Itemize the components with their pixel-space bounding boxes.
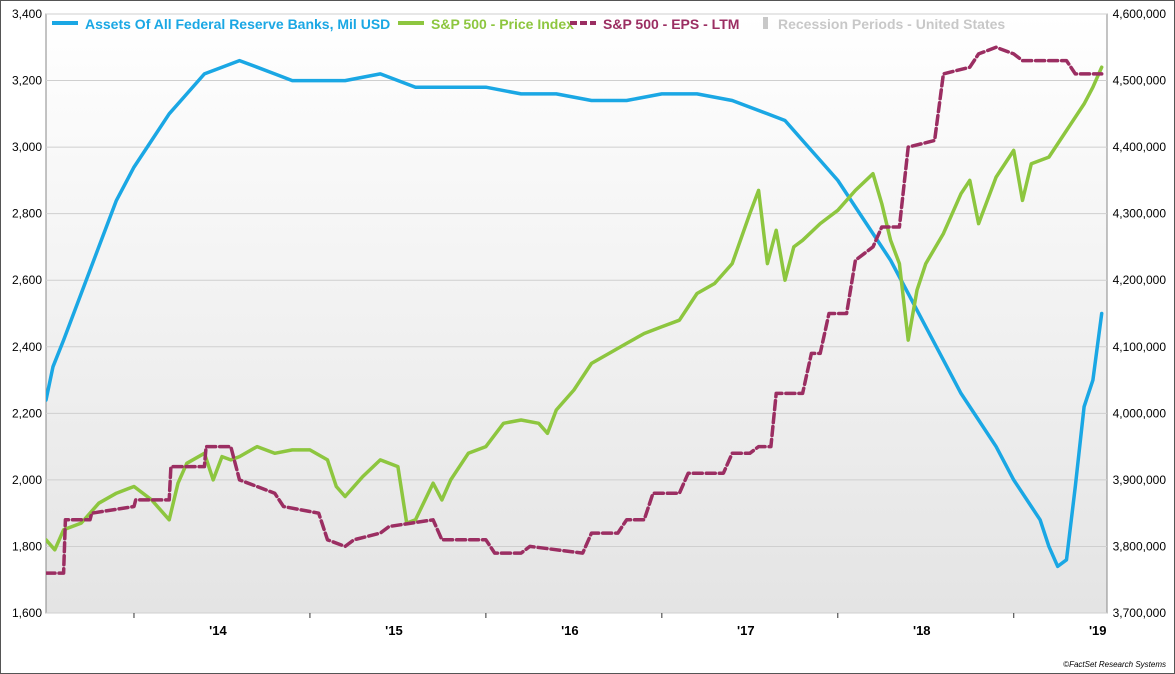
legend-label: S&P 500 - Price Index: [431, 16, 574, 32]
y-left-tick-label: 3,000: [12, 140, 42, 154]
series-line-0: [46, 58, 1104, 569]
x-tick-label: '16: [561, 623, 579, 638]
y-right-tick-label: 4,200,000: [1113, 273, 1167, 287]
y-right-tick-label: 4,100,000: [1113, 340, 1167, 354]
source-credit: ©FactSet Research Systems: [1063, 660, 1166, 669]
y-left-tick-label: 2,600: [12, 273, 42, 287]
x-tick-label: '19: [1089, 623, 1107, 638]
series-group: [46, 45, 1104, 575]
series-line-1: [46, 65, 1104, 552]
y-right-tick-label: 3,900,000: [1113, 473, 1167, 487]
legend-swatch: [763, 17, 768, 29]
legend-label: Assets Of All Federal Reserve Banks, Mil…: [85, 16, 390, 32]
x-tick-label: '18: [913, 623, 931, 638]
y-left-tick-label: 1,600: [12, 606, 42, 620]
plot-area: [45, 13, 1108, 614]
y-right-tick-label: 3,800,000: [1113, 539, 1167, 553]
legend: Assets Of All Federal Reserve Banks, Mil…: [52, 16, 1005, 32]
y-right-tick-label: 4,600,000: [1113, 7, 1167, 21]
y-right-tick-label: 4,500,000: [1113, 74, 1167, 88]
x-tick-label: '17: [737, 623, 755, 638]
y-left-tick-label: 2,400: [12, 340, 42, 354]
y-left-tick-label: 1,800: [12, 539, 42, 553]
y-right-tick-label: 4,000,000: [1113, 406, 1167, 420]
x-tick-label: '14: [209, 623, 227, 638]
y-left-tick-label: 3,400: [12, 7, 42, 21]
x-axis: '14 '15 '16 '17 '18 '19: [133, 613, 1107, 638]
y-left-tick-label: 2,200: [12, 406, 42, 420]
y-right-tick-label: 4,300,000: [1113, 207, 1167, 221]
y-right-tick-label: 4,400,000: [1113, 140, 1167, 154]
y-axis-right: 3,700,000 3,800,000 3,900,000 4,000,000 4,10…: [1113, 7, 1167, 620]
y-right-tick-label: 3,700,000: [1113, 606, 1167, 620]
series-line-2: [46, 45, 1104, 575]
legend-label: Recession Periods - United States: [778, 16, 1005, 32]
y-axis-left: 1,600 1,800 2,000 2,200 2,400 2,600 2,800 3,000…: [12, 7, 42, 620]
y-left-tick-label: 2,800: [12, 207, 42, 221]
legend-label: S&P 500 - EPS - LTM: [603, 16, 739, 32]
grid: [46, 13, 1107, 614]
x-tick-label: '15: [385, 623, 403, 638]
y-left-tick-label: 2,000: [12, 473, 42, 487]
y-left-tick-label: 3,200: [12, 74, 42, 88]
